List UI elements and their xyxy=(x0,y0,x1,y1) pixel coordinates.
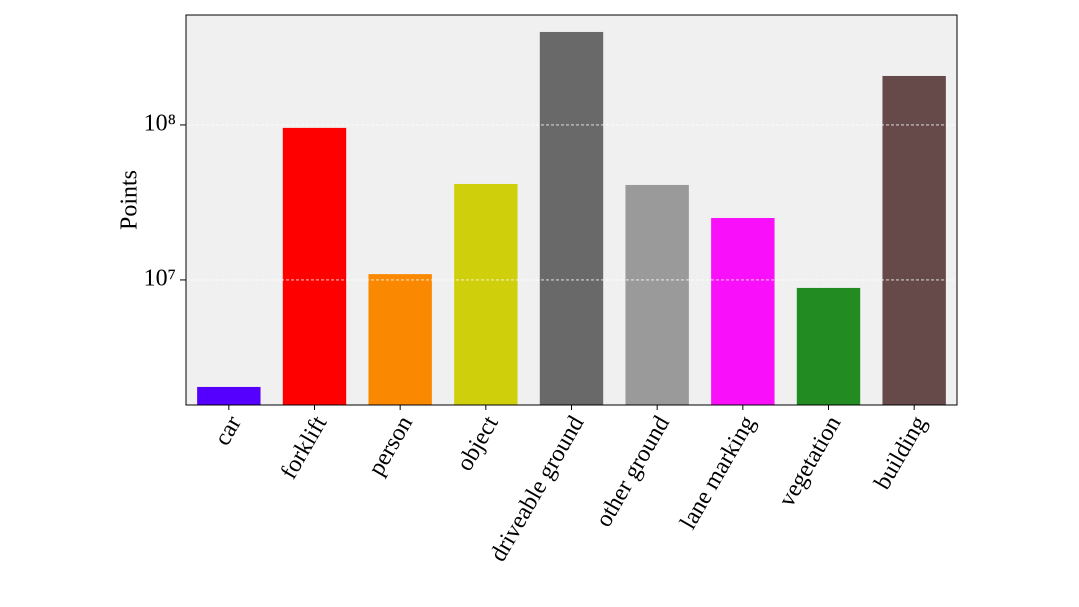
bar xyxy=(454,183,518,405)
y-tick-label: 10⁸ xyxy=(144,110,176,136)
bar xyxy=(539,31,604,405)
x-tick-label: car xyxy=(210,412,247,450)
bar xyxy=(368,274,432,405)
bar xyxy=(625,184,689,405)
bar xyxy=(796,287,861,405)
x-tick-label: vegetation xyxy=(774,412,847,512)
x-tick-label: other ground xyxy=(591,412,675,532)
x-tick-label: object xyxy=(452,411,504,475)
x-tick-label: building xyxy=(870,412,933,494)
bar xyxy=(882,75,946,405)
x-tick-label: lane marking xyxy=(675,412,761,534)
x-tick-label: forklift xyxy=(276,411,333,483)
x-tick-label: person xyxy=(364,412,419,480)
bar xyxy=(282,127,347,405)
y-tick-label: 10⁷ xyxy=(144,265,176,291)
y-axis-label: Points xyxy=(117,170,143,230)
bar xyxy=(711,217,775,405)
x-tick-label: driveable ground xyxy=(485,412,589,566)
plot-frame xyxy=(185,14,958,406)
bar xyxy=(197,386,261,405)
